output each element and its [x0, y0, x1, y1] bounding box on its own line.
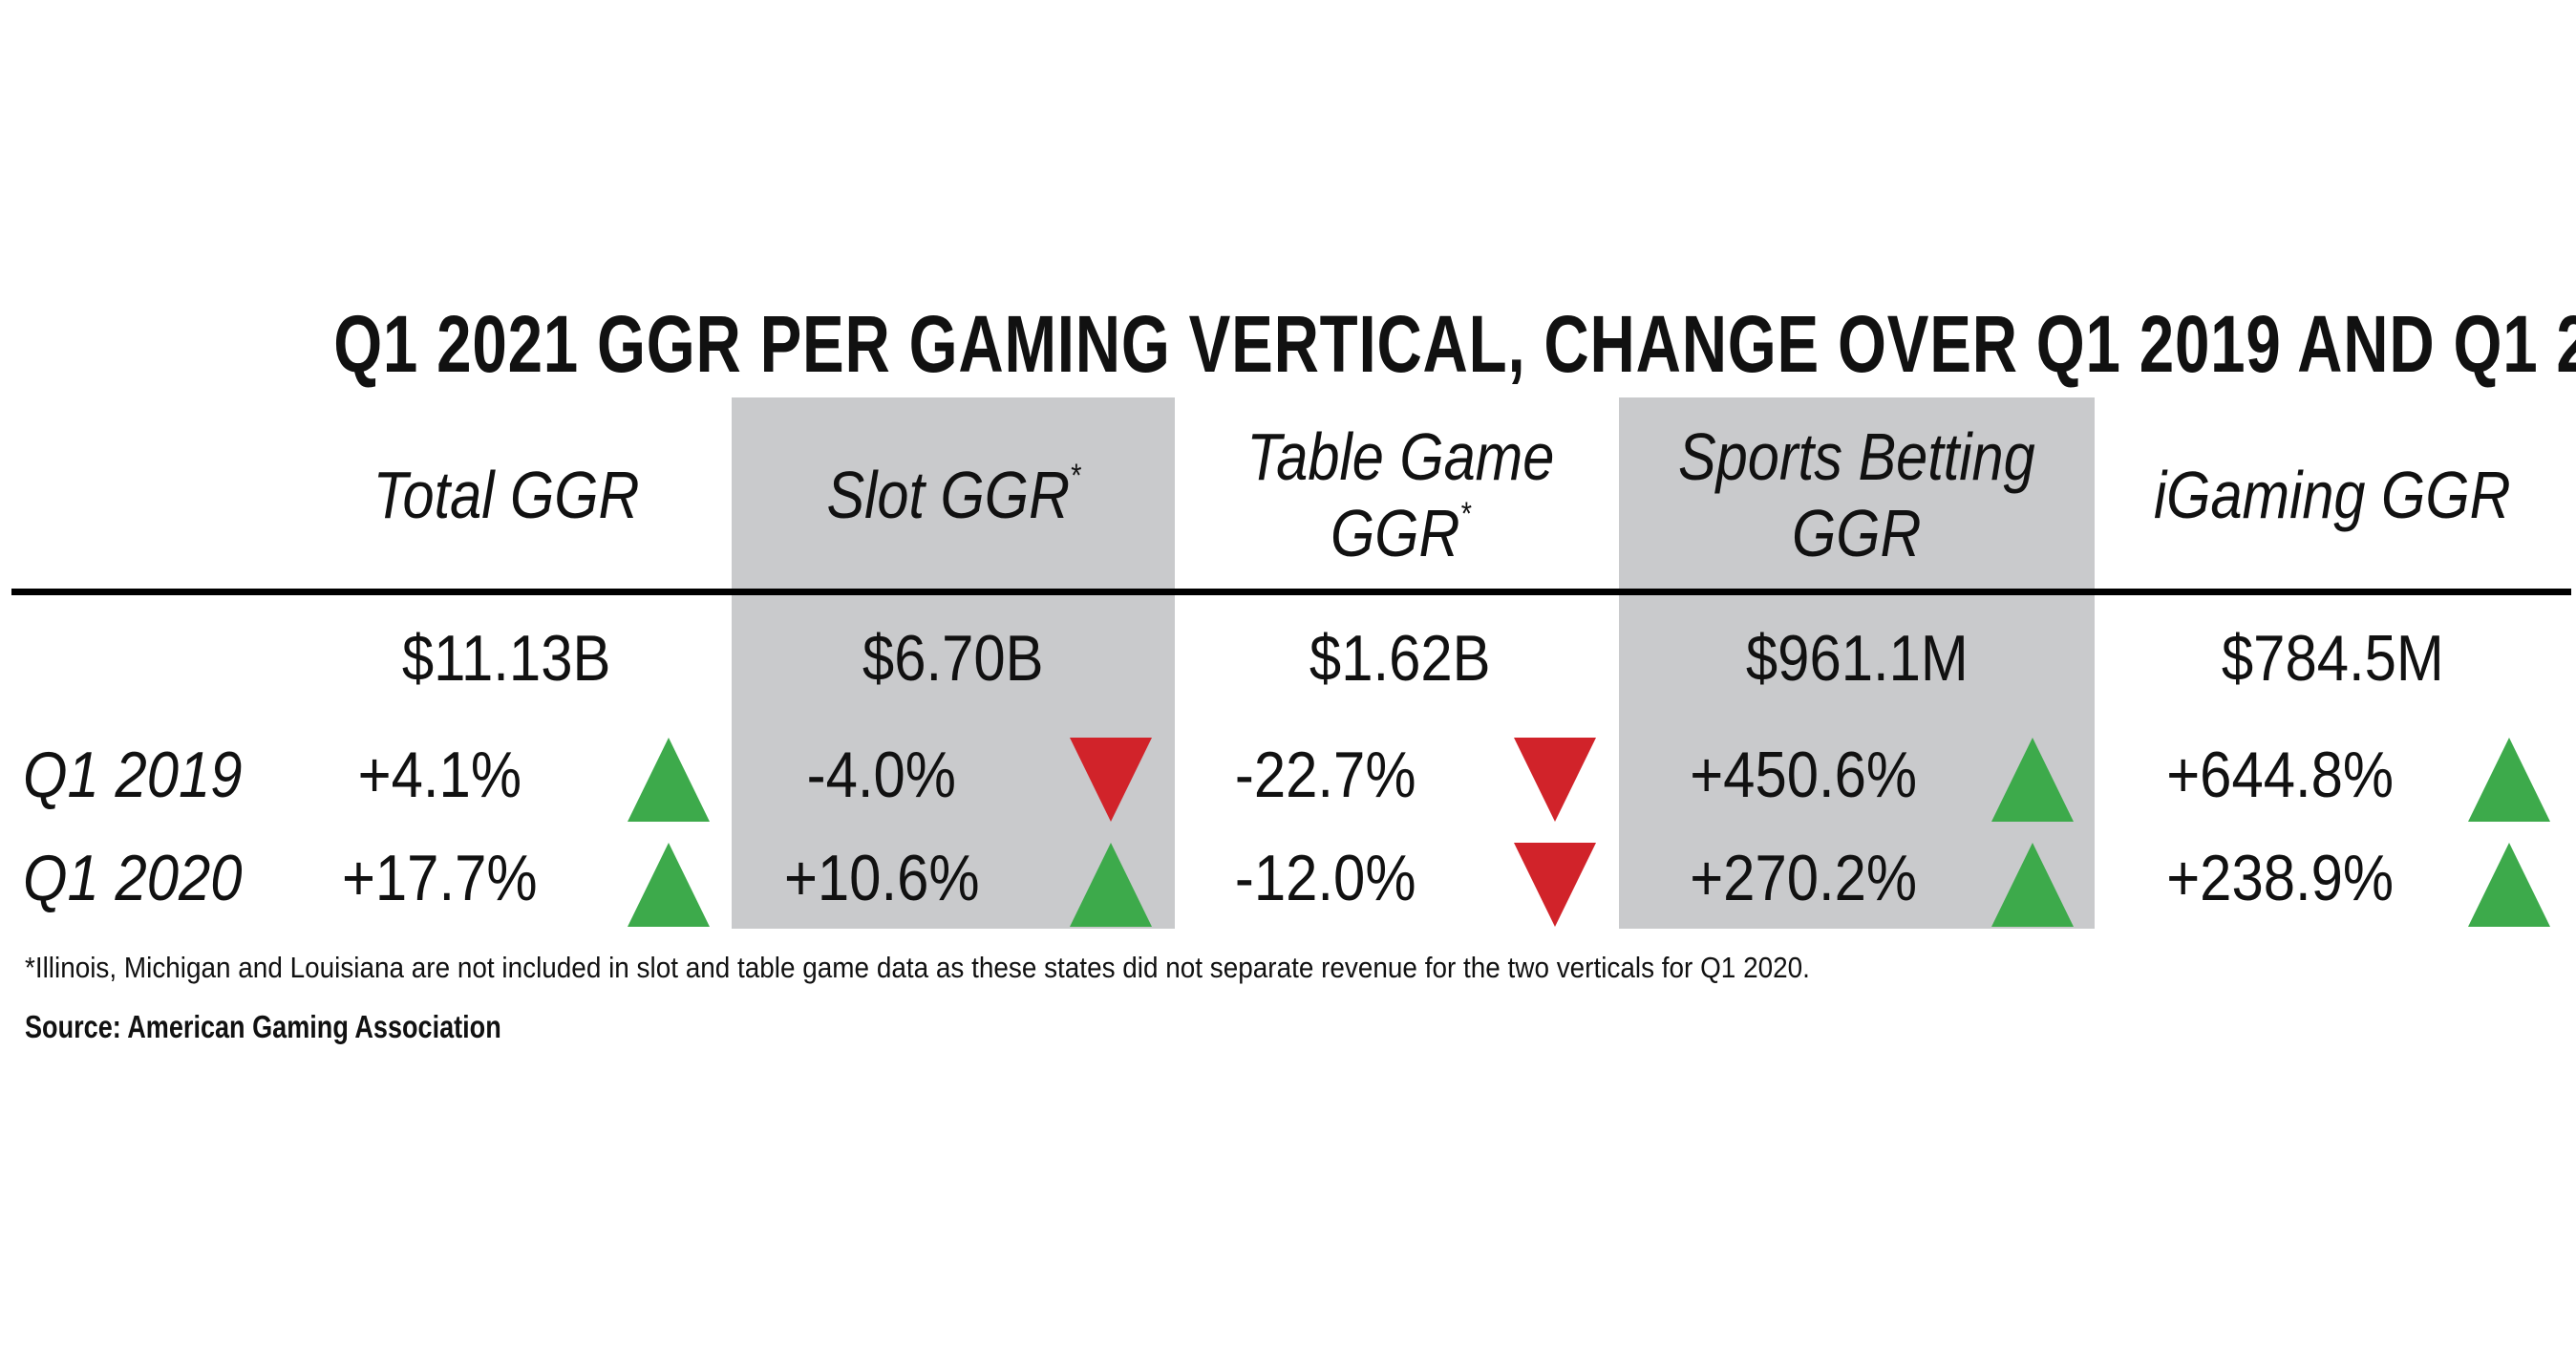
change-value: -12.0%: [1235, 842, 1416, 914]
change-q1-2020-col-0: +17.7%: [248, 841, 630, 915]
header-igaming-ggr: iGaming GGR: [2154, 458, 2511, 532]
triangle-down-icon: [1514, 738, 1596, 822]
change-value: -22.7%: [1235, 739, 1416, 811]
change-value: +17.7%: [341, 842, 538, 914]
change-q1-2020-col-1: +10.6%: [691, 841, 1073, 915]
slot-column-shading: [732, 397, 1175, 929]
slot-value: $6.70B: [862, 622, 1044, 695]
table-game-value: $1.62B: [1309, 622, 1491, 695]
total-value: $11.13B: [401, 622, 611, 695]
chart-title: Q1 2021 GGR PER GAMING VERTICAL, CHANGE …: [333, 299, 2576, 389]
triangle-down-icon: [1070, 738, 1152, 822]
sports-column-shading: [1619, 397, 2095, 929]
header-table-game-ggr: Table Game GGR*: [1246, 419, 1554, 570]
triangle-up-icon: [1991, 738, 2074, 822]
change-q1-2020-col-2: -12.0%: [1135, 841, 1517, 915]
change-q1-2019-col-3: +450.6%: [1612, 738, 1994, 812]
footnote: *Illinois, Michigan and Louisiana are no…: [25, 951, 1810, 984]
triangle-up-icon: [1991, 843, 2074, 927]
change-q1-2019-col-2: -22.7%: [1135, 738, 1517, 812]
igaming-value: $784.5M: [2221, 622, 2444, 695]
triangle-up-icon: [2468, 843, 2550, 927]
change-q1-2020-col-4: +238.9%: [2089, 841, 2471, 915]
change-q1-2020-col-3: +270.2%: [1612, 841, 1994, 915]
change-value: +238.9%: [2166, 842, 2394, 914]
header-sports-betting-ggr: Sports Betting GGR: [1678, 419, 2035, 570]
triangle-up-icon: [628, 738, 710, 822]
source: Source: American Gaming Association: [25, 1009, 501, 1044]
change-q1-2019-col-1: -4.0%: [691, 738, 1073, 812]
triangle-up-icon: [1070, 843, 1152, 927]
change-value: +270.2%: [1690, 842, 1917, 914]
change-q1-2019-col-4: +644.8%: [2089, 738, 2471, 812]
header-total-ggr: Total GGR: [373, 458, 640, 532]
change-value: +10.6%: [783, 842, 980, 914]
sports-betting-value: $961.1M: [1745, 622, 1969, 695]
row-label-q1-2020: Q1 2020: [23, 842, 243, 914]
change-value: +450.6%: [1690, 739, 1917, 811]
header-divider: [11, 589, 2571, 595]
triangle-down-icon: [1514, 843, 1596, 927]
change-value: -4.0%: [806, 739, 957, 811]
change-value: +4.1%: [357, 739, 522, 811]
row-label-q1-2019: Q1 2019: [23, 739, 243, 811]
change-value: +644.8%: [2166, 739, 2394, 811]
triangle-up-icon: [2468, 738, 2550, 822]
triangle-up-icon: [628, 843, 710, 927]
change-q1-2019-col-0: +4.1%: [248, 738, 630, 812]
